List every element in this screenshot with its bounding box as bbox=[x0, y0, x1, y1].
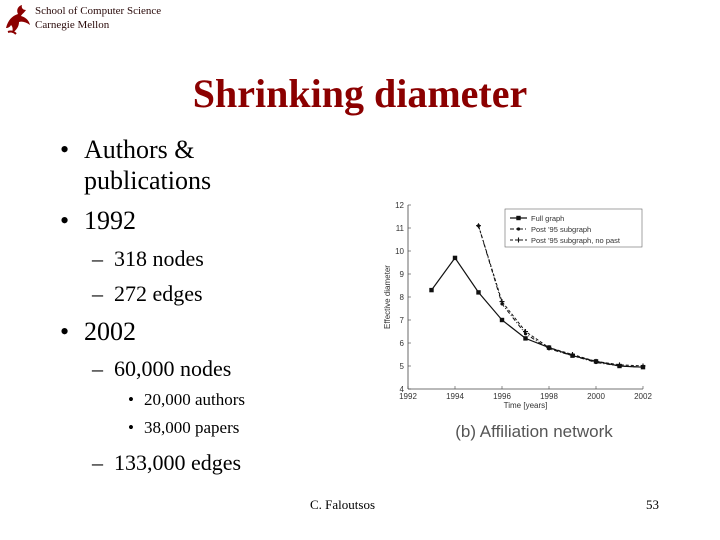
legend-box bbox=[504, 208, 643, 248]
data-point-series-3 bbox=[499, 299, 505, 305]
legend-label-2: Post '95 subgraph bbox=[531, 225, 591, 234]
x-tick-label: 2000 bbox=[587, 392, 605, 401]
y-tick-label: 8 bbox=[400, 293, 405, 302]
y-tick-label: 7 bbox=[400, 316, 405, 325]
x-tick-label: 1992 bbox=[399, 392, 417, 401]
data-point-series-3 bbox=[570, 352, 575, 357]
series-line-1 bbox=[431, 256, 644, 368]
bullet-marker: • bbox=[60, 206, 70, 235]
data-point-series-3 bbox=[476, 223, 481, 229]
y-tick-label: 4 bbox=[400, 385, 405, 394]
dash-marker: – bbox=[92, 356, 103, 381]
sub-bullet-272-edges: – 272 edges bbox=[92, 281, 292, 307]
data-point-series-3 bbox=[617, 362, 622, 368]
legend-label-1: Full graph bbox=[531, 214, 564, 223]
data-point-series-1 bbox=[429, 287, 434, 293]
dash-marker: – bbox=[92, 246, 103, 271]
data-point-series-1 bbox=[476, 290, 481, 295]
slide-title: Shrinking diameter bbox=[192, 71, 528, 116]
x-tick-label: 2002 bbox=[634, 392, 652, 401]
legend-label-3: Post '95 subgraph, no past bbox=[531, 236, 621, 245]
sub-sub-bullet-papers: • 38,000 papers bbox=[128, 418, 308, 438]
bullet-text: publications bbox=[84, 166, 212, 195]
series-line-2 bbox=[478, 225, 644, 368]
data-point-series-1 bbox=[452, 255, 458, 261]
bullet-marker: • bbox=[60, 135, 70, 164]
bullet-authors: • Authors & bbox=[60, 134, 280, 165]
series-line-3 bbox=[478, 225, 644, 367]
bullet-2002: • 2002 bbox=[60, 316, 210, 347]
footer-author: C. Faloutsos bbox=[310, 497, 376, 512]
data-point-series-3 bbox=[523, 329, 528, 334]
dash-marker: – bbox=[92, 450, 103, 475]
y-tick-label: 11 bbox=[396, 224, 405, 233]
bullet-1992: • 1992 bbox=[60, 205, 210, 236]
header: School of Computer Science Carnegie Mell… bbox=[2, 2, 202, 38]
bullet-authors-continued: publications bbox=[84, 165, 284, 196]
legend-marker-1 bbox=[516, 215, 521, 221]
data-point-series-1 bbox=[523, 336, 528, 341]
x-tick-label: 1994 bbox=[446, 392, 464, 401]
sub-bullet-text: 272 edges bbox=[114, 281, 203, 306]
y-tick-label: 12 bbox=[395, 201, 404, 210]
sub-bullet-60000-nodes: – 60,000 nodes bbox=[92, 356, 292, 382]
y-tick-label: 9 bbox=[400, 270, 405, 279]
sub-sub-bullet-text: 20,000 authors bbox=[144, 390, 246, 409]
sub-sub-bullet-text: 38,000 papers bbox=[144, 418, 240, 437]
cmu-griffin-logo bbox=[6, 5, 30, 35]
y-tick-label: 10 bbox=[395, 247, 404, 256]
bullet-marker: • bbox=[128, 390, 134, 409]
sub-bullet-text: 318 nodes bbox=[114, 246, 204, 271]
effective-diameter-chart: 4 5 6 7 8 9 10 11 12 1992 1994 1996 1998 2000 2002 Time… bbox=[383, 201, 652, 441]
dash-marker: – bbox=[92, 281, 103, 306]
data-point-series-3 bbox=[593, 358, 599, 364]
x-tick-label: 1998 bbox=[540, 392, 558, 401]
legend-marker-2 bbox=[516, 227, 521, 231]
data-point-series-1 bbox=[499, 317, 505, 323]
y-tick-label: 5 bbox=[400, 362, 405, 371]
chart-caption: (b) Affiliation network bbox=[455, 422, 613, 441]
sub-sub-bullet-authors: • 20,000 authors bbox=[128, 390, 308, 410]
header-university-name: Carnegie Mellon bbox=[35, 19, 110, 31]
sub-bullet-133000-edges: – 133,000 edges bbox=[92, 450, 312, 476]
bullet-text: 1992 bbox=[84, 206, 136, 235]
data-point-series-3 bbox=[546, 345, 552, 351]
page-number: 53 bbox=[646, 497, 659, 512]
sub-bullet-318-nodes: – 318 nodes bbox=[92, 246, 292, 272]
bullet-text: 2002 bbox=[84, 317, 136, 346]
x-axis-label: Time [years] bbox=[504, 401, 548, 410]
y-axis-label: Effective diameter bbox=[383, 265, 392, 329]
legend-marker-3 bbox=[516, 237, 521, 243]
x-tick-label: 1996 bbox=[493, 392, 511, 401]
header-school-name: School of Computer Science bbox=[35, 5, 162, 17]
bullet-text: Authors & bbox=[84, 135, 195, 164]
data-point-series-3 bbox=[640, 363, 646, 369]
sub-bullet-text: 133,000 edges bbox=[114, 450, 242, 475]
bullet-marker: • bbox=[128, 418, 134, 437]
y-tick-label: 6 bbox=[400, 339, 405, 348]
sub-bullet-text: 60,000 nodes bbox=[114, 356, 232, 381]
bullet-marker: • bbox=[60, 317, 70, 346]
